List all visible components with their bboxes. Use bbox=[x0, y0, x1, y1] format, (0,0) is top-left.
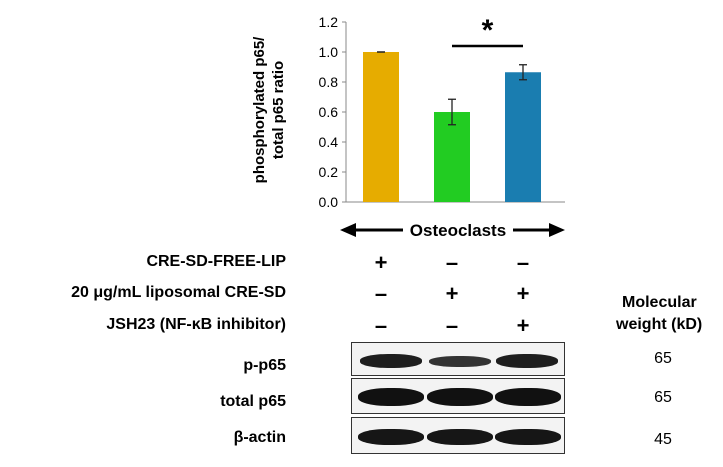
blot-label-beta-actin: β-actin bbox=[233, 429, 286, 446]
y-tick-label: 0.6 bbox=[319, 104, 339, 120]
y-axis-label-line2: total p65 ratio bbox=[270, 61, 287, 159]
y-tick-label: 0.4 bbox=[319, 134, 339, 150]
sign-row1-col1: + bbox=[374, 250, 388, 275]
blot-image-total-p65 bbox=[351, 378, 565, 414]
significance-star: * bbox=[482, 14, 494, 47]
y-tick-label: 0.8 bbox=[319, 74, 339, 90]
condition-label-free-lip: CRE-SD-FREE-LIP bbox=[146, 253, 286, 270]
y-tick-label: 0.0 bbox=[319, 194, 339, 210]
blot-label-p-p65: p-p65 bbox=[243, 357, 286, 374]
bar-chart: 0.0 0.2 0.4 0.6 0.8 1.0 1.2 * phosphorylated p6… bbox=[251, 14, 565, 242]
osteoclasts-arrow-right-head bbox=[549, 223, 565, 237]
osteoclasts-arrow-left-head bbox=[340, 223, 356, 237]
sign-row1-col3: – bbox=[516, 250, 530, 275]
bar bbox=[434, 112, 470, 202]
osteoclasts-label: Osteoclasts bbox=[410, 221, 506, 240]
y-axis-label-line1: phosphorylated p65/ bbox=[251, 36, 268, 184]
y-tick-label: 0.2 bbox=[319, 164, 339, 180]
condition-label-liposomal: 20 μg/mL liposomal CRE-SD bbox=[71, 284, 286, 301]
bar bbox=[505, 72, 541, 202]
sign-row2-col1: – bbox=[374, 281, 388, 306]
mw-value-total-p65: 65 bbox=[654, 389, 672, 406]
mw-value-p-p65: 65 bbox=[654, 350, 672, 367]
sign-row3-col1: – bbox=[374, 313, 388, 338]
blot-label-total-p65: total p65 bbox=[220, 393, 286, 410]
sign-row3-col2: – bbox=[445, 313, 459, 338]
y-tick-label: 1.2 bbox=[319, 14, 339, 30]
mw-value-beta-actin: 45 bbox=[654, 431, 672, 448]
sign-row2-col3: + bbox=[516, 281, 530, 306]
condition-label-jsh23: JSH23 (NF-κB inhibitor) bbox=[106, 316, 286, 333]
mw-header-line1: Molecular bbox=[622, 294, 697, 311]
mw-header-line2: weight (kD) bbox=[616, 316, 703, 333]
blot-image-beta-actin bbox=[351, 417, 565, 454]
y-tick-label: 1.0 bbox=[319, 44, 339, 60]
bar bbox=[363, 52, 399, 202]
sign-row3-col3: + bbox=[516, 313, 530, 338]
sign-row1-col2: – bbox=[445, 250, 459, 275]
blot-image-p-p65 bbox=[351, 342, 565, 376]
sign-row2-col2: + bbox=[445, 281, 459, 306]
